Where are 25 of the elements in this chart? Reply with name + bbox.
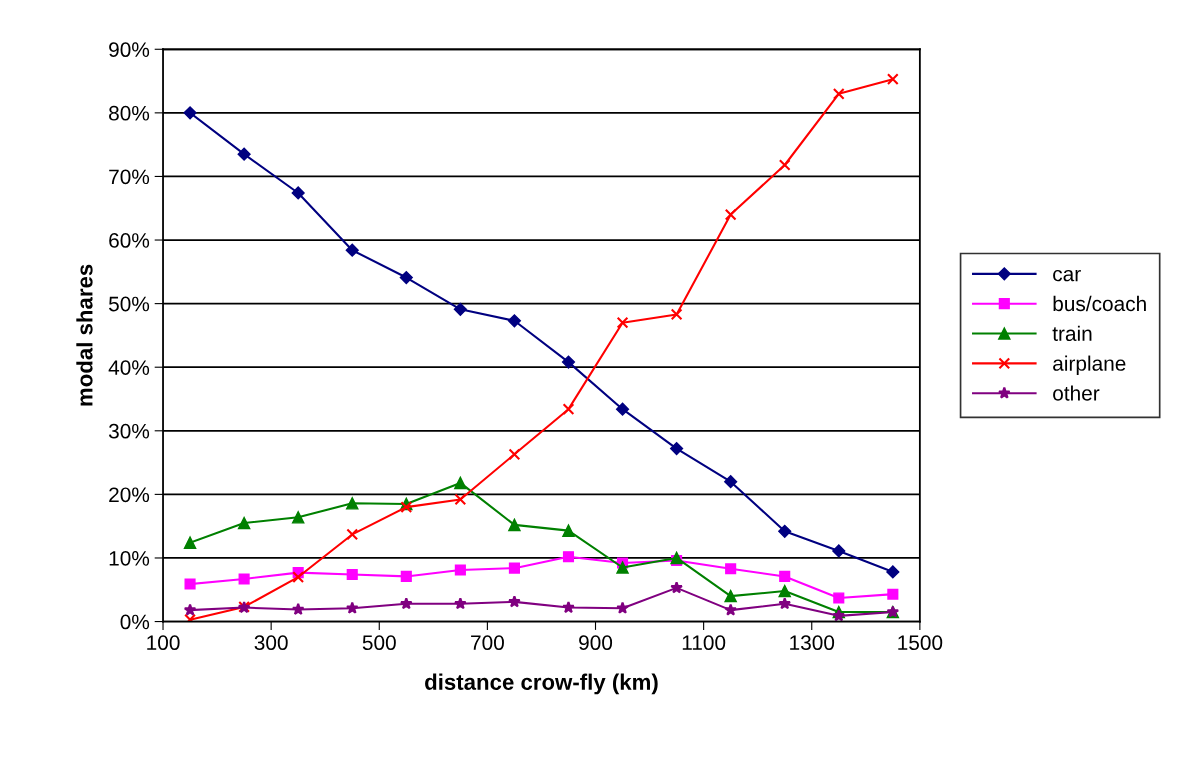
y-tick-label: 10% [109, 550, 150, 566]
x-tick-label: 1500 [898, 635, 943, 651]
y-tick-label: 80% [109, 105, 150, 121]
y-tick-label: 30% [108, 423, 150, 439]
legend-label: other [1053, 385, 1100, 401]
x-tick-label: 100 [147, 635, 180, 651]
y-tick-label: 60% [109, 233, 150, 248]
y-tick-label: 70% [109, 169, 150, 185]
legend-label: car [1053, 269, 1081, 282]
x-tick-label: 700 [471, 635, 504, 651]
legend-label: train [1052, 325, 1092, 342]
x-axis-title: distance crow-fly (km) [425, 673, 658, 695]
x-tick-label: 900 [579, 635, 613, 651]
y-tick-label: 50% [108, 296, 150, 312]
y-tick-label: 40% [108, 360, 150, 375]
y-tick-label: 0% [120, 614, 150, 630]
legend-label: bus/coach [1053, 295, 1146, 312]
x-tick-label: 300 [254, 635, 288, 651]
legend-label: airplane [1053, 355, 1126, 375]
x-tick-label: 500 [362, 635, 396, 651]
y-tick-label: 90% [109, 42, 150, 58]
x-tick-label: 1100 [682, 635, 726, 651]
y-tick-label: 20% [109, 487, 150, 503]
y-axis-title: modal shares [76, 264, 93, 406]
x-tick-label: 1300 [790, 635, 835, 651]
